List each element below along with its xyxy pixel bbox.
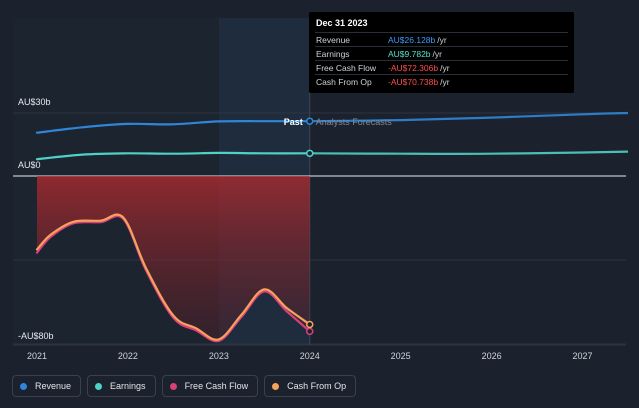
legend-item-revenue[interactable]: Revenue xyxy=(12,375,82,397)
legend-dot-icon xyxy=(272,382,280,390)
forecast-label: Analysts Forecasts xyxy=(316,117,393,127)
series-marker-cash-from-op xyxy=(306,320,314,329)
legend-item-earnings[interactable]: Earnings xyxy=(87,375,156,397)
y-axis-label: -AU$80b xyxy=(18,331,54,341)
series-forecast-line-revenue xyxy=(309,111,629,123)
tooltip-row-cash-from-op: Cash From Op -AU$70.738b /yr xyxy=(315,74,568,88)
legend-label: Earnings xyxy=(110,381,146,391)
tooltip-row-value: -AU$70.738b xyxy=(388,76,439,87)
legend-item-free-cash-flow[interactable]: Free Cash Flow xyxy=(161,375,259,397)
legend-dot-icon xyxy=(95,382,103,390)
legend-dot-icon xyxy=(20,382,27,390)
tooltip-date: Dec 31 2023 xyxy=(316,18,368,28)
series-marker-free-cash-flow xyxy=(306,327,314,336)
legend-label: Revenue xyxy=(35,381,72,391)
tooltip-row-earnings: Earnings AU$9.782b /yr xyxy=(315,46,568,60)
past-label: Past xyxy=(284,117,303,127)
tooltip-row-unit: /yr xyxy=(437,34,447,45)
y-axis-label: AU$0 xyxy=(18,160,41,170)
chart-tooltip: Dec 31 2023 Revenue AU$26.128b /yr Earni… xyxy=(309,12,574,93)
tooltip-row-unit: /yr xyxy=(440,76,450,87)
x-tick-label: 2021 xyxy=(27,351,47,361)
chart-legend: Revenue Earnings Free Cash Flow Cash Fro… xyxy=(12,375,357,397)
y-axis-label: AU$30b xyxy=(18,97,51,107)
tooltip-row-unit: /yr xyxy=(432,48,442,59)
legend-dot-icon xyxy=(169,382,177,390)
tooltip-row-revenue: Revenue AU$26.128b /yr xyxy=(315,32,568,46)
tooltip-row-label: Revenue xyxy=(316,34,351,45)
tooltip-row-label: Earnings xyxy=(316,48,350,59)
tooltip-row-value: AU$9.782b xyxy=(388,48,431,59)
x-tick-label: 2022 xyxy=(118,351,138,361)
series-marker-revenue xyxy=(306,117,314,125)
tooltip-row-unit: /yr xyxy=(440,62,450,73)
tooltip-row-value: -AU$72.306b xyxy=(388,62,439,73)
x-tick-label: 2025 xyxy=(391,351,411,361)
series-marker-earnings xyxy=(306,149,314,158)
legend-item-cash-from-op[interactable]: Cash From Op xyxy=(264,375,357,397)
series-line-revenue xyxy=(35,120,311,134)
series-line-earnings xyxy=(35,151,311,161)
tooltip-row-label: Free Cash Flow xyxy=(316,62,376,73)
legend-label: Free Cash Flow xyxy=(184,381,249,391)
x-tick-label: 2023 xyxy=(209,351,229,361)
series-forecast-line-earnings xyxy=(309,150,629,155)
series-line-free-cash-flow xyxy=(35,214,311,343)
tooltip-row-value: AU$26.128b xyxy=(388,34,436,45)
x-tick-label: 2026 xyxy=(482,351,502,361)
negative-cash-flow-area xyxy=(37,176,310,342)
tooltip-row-free-cash-flow: Free Cash Flow -AU$72.306b /yr xyxy=(315,60,568,74)
legend-label: Cash From Op xyxy=(287,381,347,391)
x-tick-label: 2027 xyxy=(572,351,592,361)
x-tick-label: 2024 xyxy=(300,351,320,361)
series-line-cash-from-op xyxy=(35,213,311,341)
tooltip-row-label: Cash From Op xyxy=(316,76,372,87)
